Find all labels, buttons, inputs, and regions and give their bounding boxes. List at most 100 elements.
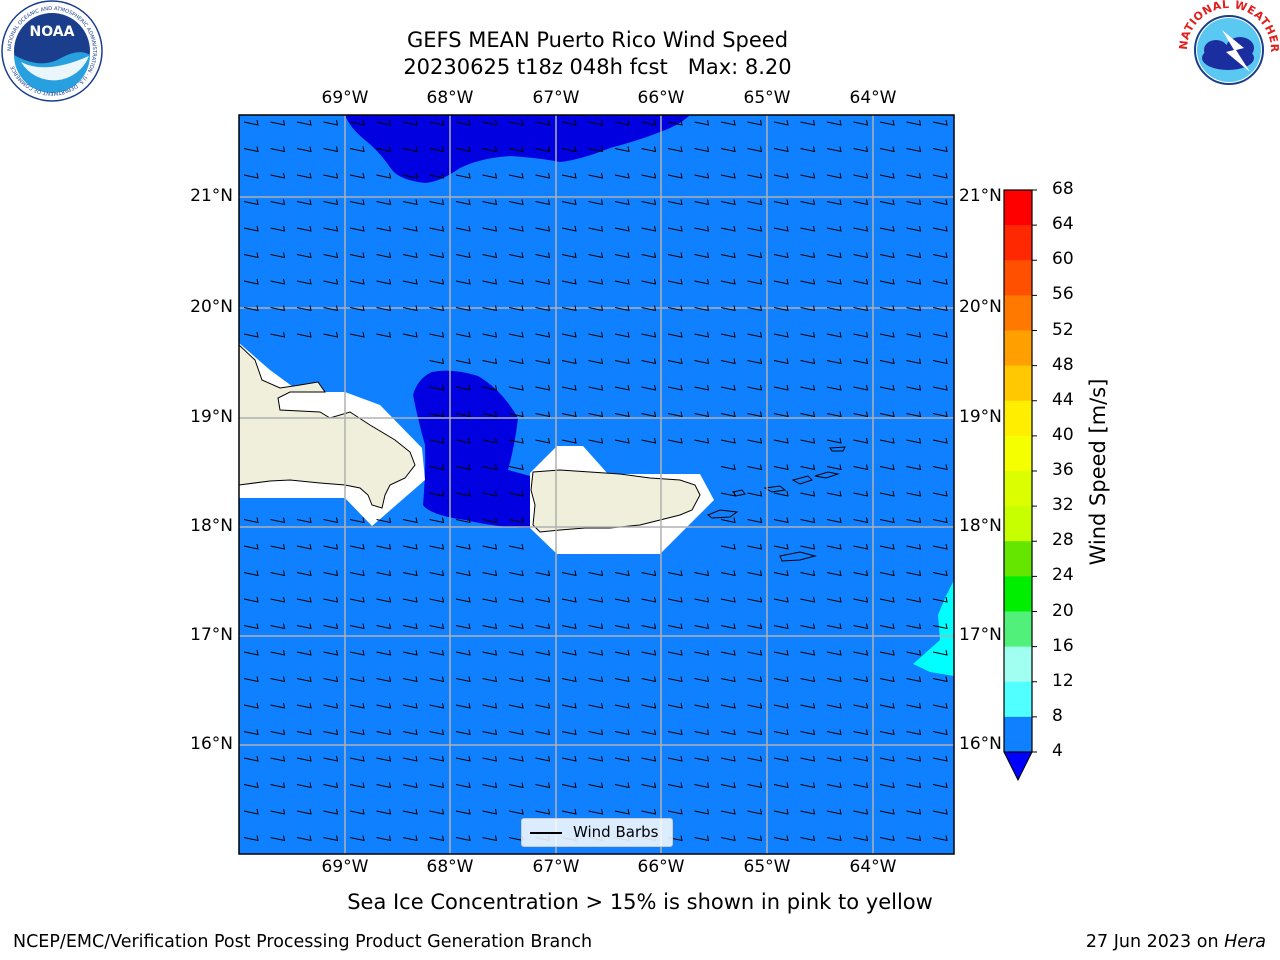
wind-barb bbox=[853, 676, 869, 683]
wind-barb bbox=[800, 358, 816, 365]
wind-barb bbox=[482, 517, 498, 524]
land-puerto-rico bbox=[530, 469, 701, 533]
wind-barb bbox=[455, 225, 471, 232]
wind-barb bbox=[376, 649, 392, 656]
wind-barb bbox=[694, 331, 710, 338]
wind-barb bbox=[853, 543, 869, 550]
lon-label-top: 67°W bbox=[532, 88, 580, 108]
wind-barb bbox=[747, 729, 763, 736]
wind-barb bbox=[853, 596, 869, 603]
wind-barb bbox=[694, 649, 710, 656]
wind-barb bbox=[402, 331, 418, 338]
wind-barb bbox=[614, 278, 630, 285]
wind-barb bbox=[561, 702, 577, 709]
wind-barb bbox=[561, 596, 577, 603]
wind-barb bbox=[508, 755, 524, 762]
wind-barb bbox=[270, 808, 286, 815]
wind-barb bbox=[323, 649, 339, 656]
wind-barb bbox=[402, 755, 418, 762]
wind-barb bbox=[853, 782, 869, 789]
wind-barb bbox=[243, 835, 259, 842]
wind-barb bbox=[429, 384, 445, 391]
colorbar-tick-label: 16 bbox=[1052, 635, 1074, 656]
wind-barb bbox=[508, 517, 524, 524]
wind-barb bbox=[879, 278, 895, 285]
wind-barb bbox=[455, 835, 471, 842]
wind-barb bbox=[800, 278, 816, 285]
wind-barb bbox=[773, 411, 789, 418]
wind-barb bbox=[879, 411, 895, 418]
wind-barb bbox=[853, 702, 869, 709]
wind-speed-field bbox=[239, 115, 954, 854]
lat-label-right: 21°N bbox=[959, 186, 1002, 206]
wind-barb bbox=[641, 331, 657, 338]
wind-barb bbox=[826, 252, 842, 259]
wind-barb bbox=[694, 437, 710, 444]
wind-barb bbox=[773, 464, 789, 471]
wind-barb bbox=[667, 119, 683, 126]
wind-barb bbox=[879, 623, 895, 630]
wind-barb bbox=[694, 119, 710, 126]
wind-barb bbox=[694, 278, 710, 285]
wind-barb bbox=[800, 437, 816, 444]
colorbar-bin bbox=[1004, 611, 1032, 648]
legend-label: Wind Barbs bbox=[573, 823, 659, 841]
wind-barb bbox=[296, 729, 312, 736]
wind-barb bbox=[588, 437, 604, 444]
wind-barb bbox=[932, 835, 948, 842]
wind-barb bbox=[853, 729, 869, 736]
wind-barb bbox=[720, 517, 736, 524]
wind-barb bbox=[614, 146, 630, 153]
wind-barb bbox=[773, 437, 789, 444]
wind-barb bbox=[482, 490, 498, 497]
wind-barb bbox=[720, 146, 736, 153]
wind-barb bbox=[402, 199, 418, 206]
wind-barb bbox=[906, 782, 922, 789]
colorbar-bin bbox=[1004, 646, 1032, 683]
wind-barb bbox=[879, 570, 895, 577]
wind-barb bbox=[588, 729, 604, 736]
wind-barb bbox=[932, 596, 948, 603]
wind-barb bbox=[323, 278, 339, 285]
wind-barb bbox=[906, 490, 922, 497]
wind-barb bbox=[561, 623, 577, 630]
wind-barb bbox=[614, 570, 630, 577]
wind-barb bbox=[243, 119, 259, 126]
wind-barb bbox=[455, 755, 471, 762]
wind-barb bbox=[535, 305, 551, 312]
wind-barb bbox=[932, 305, 948, 312]
wind-barb bbox=[906, 464, 922, 471]
wind-barb bbox=[773, 517, 789, 524]
wind-barb bbox=[720, 729, 736, 736]
wind-barb bbox=[588, 808, 604, 815]
wind-barb bbox=[826, 782, 842, 789]
wind-barb bbox=[906, 225, 922, 232]
wind-barb bbox=[349, 305, 365, 312]
wind-barb bbox=[561, 808, 577, 815]
wind-barb bbox=[588, 570, 604, 577]
wind-barb-legend: Wind Barbs bbox=[521, 818, 673, 847]
wind-barb bbox=[720, 119, 736, 126]
wind-barb bbox=[614, 225, 630, 232]
wind-barb bbox=[535, 755, 551, 762]
wind-barb bbox=[588, 676, 604, 683]
wind-barb bbox=[323, 305, 339, 312]
wind-barb bbox=[826, 278, 842, 285]
wind-barb bbox=[455, 119, 471, 126]
wind-barb bbox=[747, 384, 763, 391]
wind-barb bbox=[906, 702, 922, 709]
wind-barb bbox=[588, 649, 604, 656]
wind-barb bbox=[641, 278, 657, 285]
wind-barb bbox=[243, 305, 259, 312]
colorbar-bin bbox=[1004, 260, 1032, 296]
wind-barb bbox=[906, 649, 922, 656]
wind-barb bbox=[296, 146, 312, 153]
wind-barb bbox=[853, 331, 869, 338]
wind-barb bbox=[455, 517, 471, 524]
wind-barb bbox=[376, 623, 392, 630]
wind-barb bbox=[455, 199, 471, 206]
wind-barb bbox=[720, 835, 736, 842]
wind-barb bbox=[720, 252, 736, 259]
wind-barb bbox=[773, 676, 789, 683]
wind-barb bbox=[800, 623, 816, 630]
